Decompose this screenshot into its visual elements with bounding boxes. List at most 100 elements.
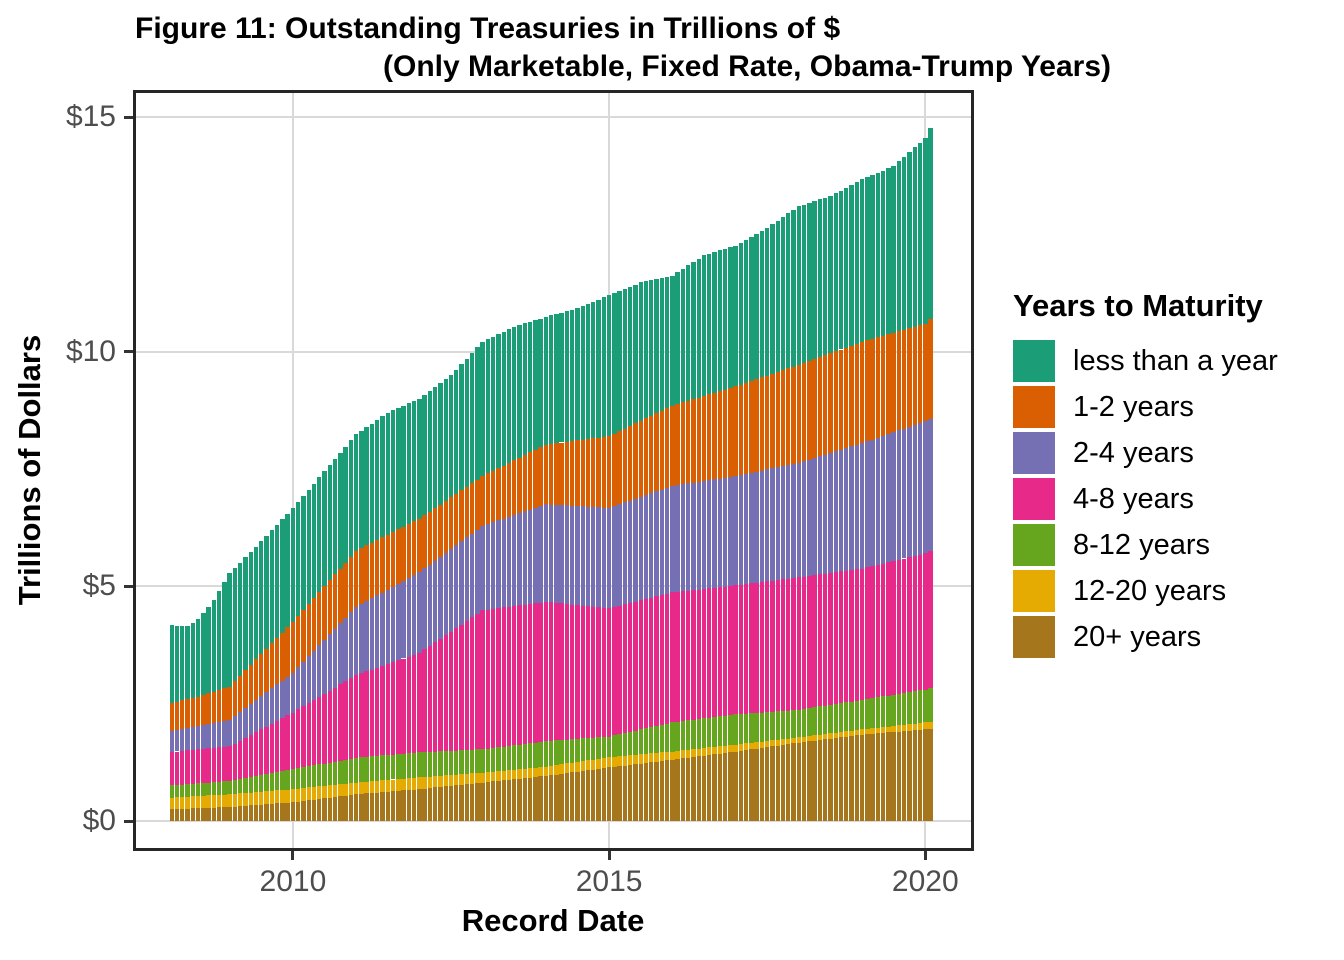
bar-segment-12-20-years <box>533 767 538 778</box>
bar-segment-8-12-years <box>311 765 317 787</box>
h-gridline <box>133 585 974 588</box>
bar-segment-12-20-years <box>248 792 253 806</box>
bar-segment-less-than-a-year <box>627 286 633 426</box>
bar-segment-8-12-years <box>617 734 622 757</box>
bar-segment-12-20-years <box>401 778 406 791</box>
bar-segment-less-than-a-year <box>822 197 828 356</box>
bar-segment-20-plus-years <box>664 760 670 821</box>
bar-segment-4-8-years <box>696 589 701 720</box>
bar-segment-4-8-years <box>817 574 823 707</box>
bar-segment-4-8-years <box>527 603 533 744</box>
bar-segment-12-20-years <box>169 797 174 810</box>
bar-segment-4-8-years <box>638 600 643 730</box>
bar-segment-less-than-a-year <box>317 477 322 593</box>
bar-segment-2-4-years <box>596 507 601 608</box>
bar-segment-4-8-years <box>649 597 654 728</box>
bar-segment-less-than-a-year <box>390 410 396 533</box>
bar-segment-2-4-years <box>380 592 385 666</box>
bar-segment-less-than-a-year <box>411 400 417 522</box>
bar-segment-1-2-years <box>201 695 206 725</box>
bar-segment-8-12-years <box>295 768 301 789</box>
bar-segment-2-4-years <box>749 472 754 584</box>
bar-segment-20-plus-years <box>902 731 907 821</box>
bar-segment-12-20-years <box>406 778 412 790</box>
bar-segment-12-20-years <box>317 786 322 799</box>
bar-segment-8-12-years <box>917 690 923 724</box>
bar-segment-8-12-years <box>253 776 259 793</box>
bar-segment-20-plus-years <box>327 797 332 821</box>
bar-segment-less-than-a-year <box>859 179 865 342</box>
bar-segment-12-20-years <box>185 796 190 809</box>
bar-segment-1-2-years <box>295 616 301 668</box>
bar-segment-20-plus-years <box>459 784 464 821</box>
bar-segment-1-2-years <box>417 518 422 573</box>
bar-segment-20-plus-years <box>375 792 380 821</box>
bar-segment-1-2-years <box>406 524 412 579</box>
bar-segment-1-2-years <box>338 568 343 624</box>
bar-segment-12-20-years <box>527 768 533 778</box>
bar-segment-1-2-years <box>854 343 859 445</box>
bar-segment-4-8-years <box>775 580 780 712</box>
bar-segment-less-than-a-year <box>396 408 401 530</box>
bar-segment-8-12-years <box>696 719 701 749</box>
bar-segment-20-plus-years <box>870 733 875 821</box>
bar-segment-less-than-a-year <box>543 316 549 445</box>
bar-segment-less-than-a-year <box>201 612 206 696</box>
bar-segment-1-2-years <box>469 483 475 534</box>
bar-segment-12-20-years <box>633 754 638 765</box>
bar-segment-1-2-years <box>427 511 433 565</box>
bar-segment-1-2-years <box>659 410 664 490</box>
bar-segment-1-2-years <box>891 332 896 433</box>
bar-segment-2-4-years <box>923 421 928 554</box>
bar-segment-12-20-years <box>238 793 243 807</box>
bar-segment-4-8-years <box>174 751 180 785</box>
bar-segment-8-12-years <box>765 712 770 741</box>
bar-segment-2-4-years <box>591 507 596 607</box>
bar-segment-1-2-years <box>527 452 533 510</box>
bar-segment-20-plus-years <box>390 791 396 821</box>
bar-segment-20-plus-years <box>406 789 412 821</box>
bar-segment-1-2-years <box>401 526 406 581</box>
bar-segment-12-20-years <box>264 791 269 805</box>
bar-segment-less-than-a-year <box>786 213 791 369</box>
bar-segment-1-2-years <box>775 372 780 468</box>
bar-segment-2-4-years <box>817 456 823 575</box>
bar-segment-12-20-years <box>828 733 833 739</box>
bar-segment-less-than-a-year <box>264 535 269 649</box>
bar-segment-1-2-years <box>253 659 259 701</box>
bar-segment-2-4-years <box>301 661 306 707</box>
bar-segment-less-than-a-year <box>633 284 638 424</box>
bar-segment-12-20-years <box>743 743 749 751</box>
bar-segment-8-12-years <box>638 729 643 755</box>
bar-segment-1-2-years <box>390 532 396 587</box>
bar-segment-12-20-years <box>670 751 675 760</box>
bar-segment-4-8-years <box>585 606 591 739</box>
bar-segment-4-8-years <box>464 620 469 750</box>
legend-item-20-plus-years: 20+ years <box>1013 616 1278 658</box>
bar-segment-8-12-years <box>591 737 596 760</box>
bar-segment-less-than-a-year <box>638 282 643 421</box>
bar-segment-20-plus-years <box>759 747 765 821</box>
bar-segment-8-12-years <box>222 781 227 795</box>
bar-segment-4-8-years <box>311 700 317 766</box>
bar-segment-4-8-years <box>343 681 348 760</box>
bar-segment-4-8-years <box>886 562 891 696</box>
bar-segment-8-12-years <box>643 728 649 754</box>
bar-segment-less-than-a-year <box>485 339 491 474</box>
bar-segment-4-8-years <box>269 723 275 774</box>
bar-segment-12-20-years <box>385 779 390 792</box>
bar-segment-4-8-years <box>438 638 443 752</box>
bar-segment-8-12-years <box>417 752 422 778</box>
bar-segment-less-than-a-year <box>343 446 348 563</box>
bar-segment-8-12-years <box>216 781 222 795</box>
bar-segment-1-2-years <box>770 373 775 469</box>
bar-segment-4-8-years <box>485 609 491 749</box>
bar-segment-1-2-years <box>480 476 485 526</box>
bar-segment-2-4-years <box>517 513 522 606</box>
bar-segment-4-8-years <box>859 568 865 700</box>
bar-segment-20-plus-years <box>285 802 290 821</box>
bar-segment-4-8-years <box>923 553 928 690</box>
bar-segment-2-4-years <box>359 604 364 674</box>
bar-segment-2-4-years <box>786 465 791 579</box>
bar-segment-12-20-years <box>211 795 217 808</box>
